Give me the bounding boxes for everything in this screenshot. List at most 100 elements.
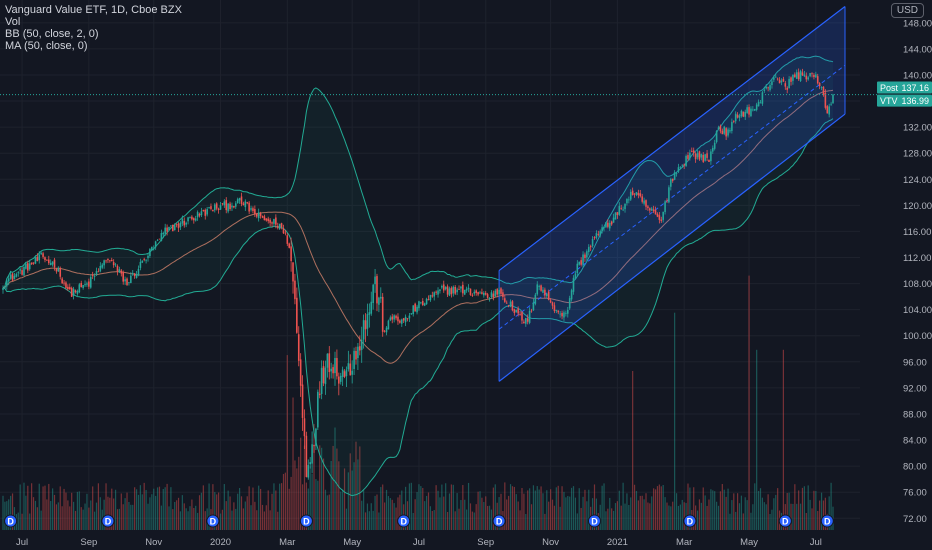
candle-body bbox=[494, 290, 497, 297]
candle-body bbox=[664, 201, 666, 213]
volume-bar bbox=[609, 497, 611, 530]
volume-bar bbox=[298, 456, 300, 530]
volume-bar bbox=[8, 499, 10, 530]
chart-title[interactable]: Vanguard Value ETF, 1D, Cboe BZX bbox=[5, 4, 182, 16]
y-tick-label: 140.00 bbox=[903, 70, 932, 81]
candle-body bbox=[568, 298, 571, 309]
volume-bar bbox=[229, 496, 231, 530]
candle-body bbox=[732, 121, 735, 122]
candle-body bbox=[139, 261, 142, 268]
candle-body bbox=[110, 259, 113, 262]
candle-body bbox=[156, 240, 159, 241]
volume-bar bbox=[158, 486, 161, 530]
candle-body bbox=[97, 271, 100, 273]
candle-body bbox=[608, 223, 611, 229]
volume-bar bbox=[601, 485, 603, 530]
candle-body bbox=[442, 284, 445, 291]
volume-bar bbox=[513, 486, 515, 530]
candle-body bbox=[498, 289, 500, 295]
candle-body bbox=[196, 212, 199, 218]
candle-body bbox=[135, 274, 138, 278]
candle-body bbox=[227, 203, 229, 212]
candle-body bbox=[736, 114, 739, 118]
candle-body bbox=[53, 259, 56, 268]
volume-bar bbox=[221, 509, 224, 530]
indicator-volume[interactable]: Vol bbox=[5, 16, 21, 28]
candle-body bbox=[72, 288, 75, 296]
candle-body bbox=[311, 444, 313, 464]
volume-bar bbox=[391, 499, 393, 530]
candle-body bbox=[338, 376, 340, 384]
volume-bar bbox=[576, 513, 578, 530]
currency-selector[interactable]: USD bbox=[890, 3, 924, 18]
candle-body bbox=[114, 264, 117, 266]
candle-body bbox=[746, 107, 748, 113]
volume-bar bbox=[48, 483, 50, 530]
volume-bar bbox=[628, 504, 630, 530]
volume-bar bbox=[414, 499, 416, 530]
volume-bar bbox=[643, 499, 645, 530]
candle-body bbox=[545, 293, 548, 297]
volume-bar bbox=[248, 486, 250, 530]
volume-bar bbox=[599, 504, 601, 530]
candle-body bbox=[80, 282, 83, 288]
volume-bar bbox=[271, 493, 273, 530]
candle-body bbox=[345, 369, 348, 377]
volume-bar bbox=[406, 501, 409, 530]
candle-body bbox=[794, 74, 796, 78]
volume-bar bbox=[534, 490, 536, 530]
candle-body bbox=[452, 286, 455, 294]
candle-body bbox=[509, 301, 512, 307]
volume-bar bbox=[143, 482, 145, 530]
volume-bar bbox=[275, 490, 277, 530]
volume-bar bbox=[740, 495, 743, 530]
candle-body bbox=[490, 292, 493, 298]
volume-bar bbox=[456, 493, 458, 530]
volume-bar bbox=[351, 470, 353, 530]
volume-bar bbox=[326, 495, 328, 530]
x-axis[interactable]: Jul Sep Nov 2020 Mar May Jul Sep Nov 2021 Mar May Ju… bbox=[16, 537, 822, 548]
candle-body bbox=[742, 111, 745, 117]
volume-bar bbox=[265, 505, 267, 530]
volume-bar bbox=[25, 495, 27, 530]
candle-body bbox=[624, 203, 626, 210]
volume-bar bbox=[517, 501, 519, 530]
indicator-bollinger[interactable]: BB (50, close, 2, 0) bbox=[5, 28, 99, 40]
indicator-moving-average[interactable]: MA (50, close, 0) bbox=[5, 40, 88, 52]
candle-body bbox=[248, 202, 250, 212]
volume-bar bbox=[4, 501, 6, 530]
candle-body bbox=[752, 109, 754, 111]
volume-bar bbox=[263, 511, 266, 530]
candle-body bbox=[147, 255, 149, 259]
volume-bar bbox=[591, 498, 594, 530]
y-axis[interactable]: 148.00144.00140.00136.00132.00128.00124.… bbox=[903, 18, 932, 524]
candle-body bbox=[521, 312, 523, 321]
candle-body bbox=[334, 357, 336, 374]
candle-body bbox=[587, 247, 590, 253]
candle-body bbox=[612, 217, 615, 223]
volume-bar bbox=[357, 459, 359, 530]
volume-bar bbox=[164, 487, 166, 530]
volume-bar bbox=[353, 462, 355, 530]
candle-body bbox=[259, 213, 262, 216]
candle-body bbox=[145, 259, 147, 261]
volume-bar bbox=[303, 445, 306, 530]
candle-body bbox=[784, 83, 787, 87]
volume-bar bbox=[212, 484, 214, 530]
volume-bar bbox=[294, 460, 296, 530]
candle-body bbox=[99, 265, 102, 272]
volume-bar bbox=[347, 472, 349, 530]
volume-bar bbox=[246, 496, 248, 530]
candle-body bbox=[822, 86, 825, 95]
volume-bar bbox=[471, 511, 473, 530]
candle-body bbox=[7, 278, 10, 282]
candle-body bbox=[229, 203, 231, 210]
volume-bar bbox=[790, 503, 792, 530]
candle-body bbox=[82, 284, 84, 288]
candle-body bbox=[477, 292, 479, 295]
candle-body bbox=[463, 289, 466, 295]
candle-body bbox=[65, 282, 67, 288]
